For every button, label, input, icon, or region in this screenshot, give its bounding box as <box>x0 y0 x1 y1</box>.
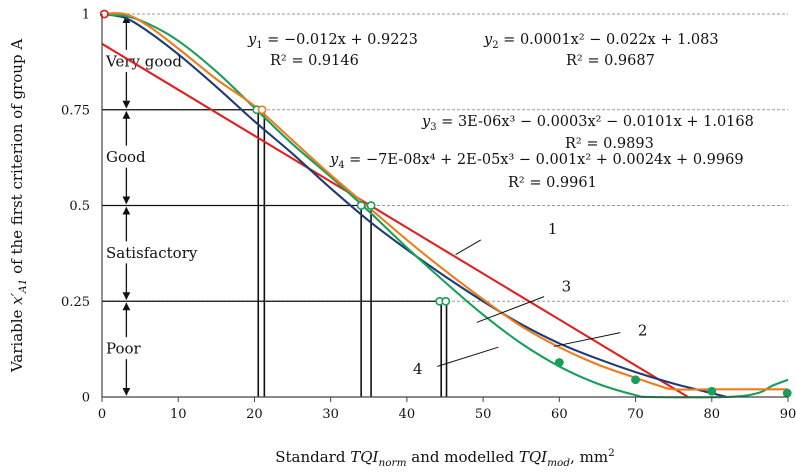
y-axis-title: Variable x′A1 of the first criterion of … <box>8 39 29 374</box>
x-tick-label: 80 <box>704 407 721 422</box>
curve-number-label: 4 <box>413 360 423 378</box>
series-1-line <box>102 44 688 397</box>
x-tick-label: 20 <box>246 407 263 422</box>
x-tick-label: 90 <box>780 407 796 422</box>
x-tick-label: 40 <box>399 407 416 422</box>
curve-number-label: 3 <box>562 278 572 296</box>
data-point <box>258 106 265 113</box>
data-point <box>442 298 449 305</box>
series-2-line <box>102 13 788 389</box>
data-point <box>632 376 639 383</box>
data-point <box>367 202 374 209</box>
x-tick-label: 30 <box>322 407 339 422</box>
grade-label: Very good <box>105 52 182 70</box>
x-tick-label: 50 <box>475 407 492 422</box>
leader-line <box>456 240 481 255</box>
data-point <box>358 202 365 209</box>
y-tick-label: 1 <box>82 8 90 23</box>
x-axis-title: Standard TQInorm and modelled TQImod, mm… <box>275 447 615 469</box>
grade-label: Good <box>106 148 146 166</box>
data-point <box>784 390 791 397</box>
series-4-line <box>102 15 788 397</box>
y-tick-label: 0.75 <box>61 103 90 118</box>
y-tick-label: 0.25 <box>61 295 90 310</box>
y-tick-label: 0 <box>82 391 90 406</box>
x-tick-label: 60 <box>551 407 568 422</box>
curve-number-label: 1 <box>548 220 558 238</box>
curve-number-label: 2 <box>638 322 648 340</box>
grade-label: Satisfactory <box>106 244 198 262</box>
grade-label: Poor <box>106 340 142 358</box>
leader-line <box>554 333 620 347</box>
axis-labels: Standard TQInorm and modelled TQImod, mm… <box>8 39 615 469</box>
x-tick-label: 10 <box>170 407 187 422</box>
x-tick-label: 70 <box>627 407 644 422</box>
r-squared-3: R² = 0.9893 <box>565 136 654 152</box>
r-squared-2: R² = 0.9687 <box>566 53 655 69</box>
data-point <box>708 388 715 395</box>
r-squared-1: R² = 0.9146 <box>270 53 359 69</box>
y-tick-label: 0.5 <box>69 199 90 214</box>
x-tick-label: 0 <box>98 407 106 422</box>
data-point <box>556 359 563 366</box>
r-squared-4: R² = 0.9961 <box>508 175 597 191</box>
